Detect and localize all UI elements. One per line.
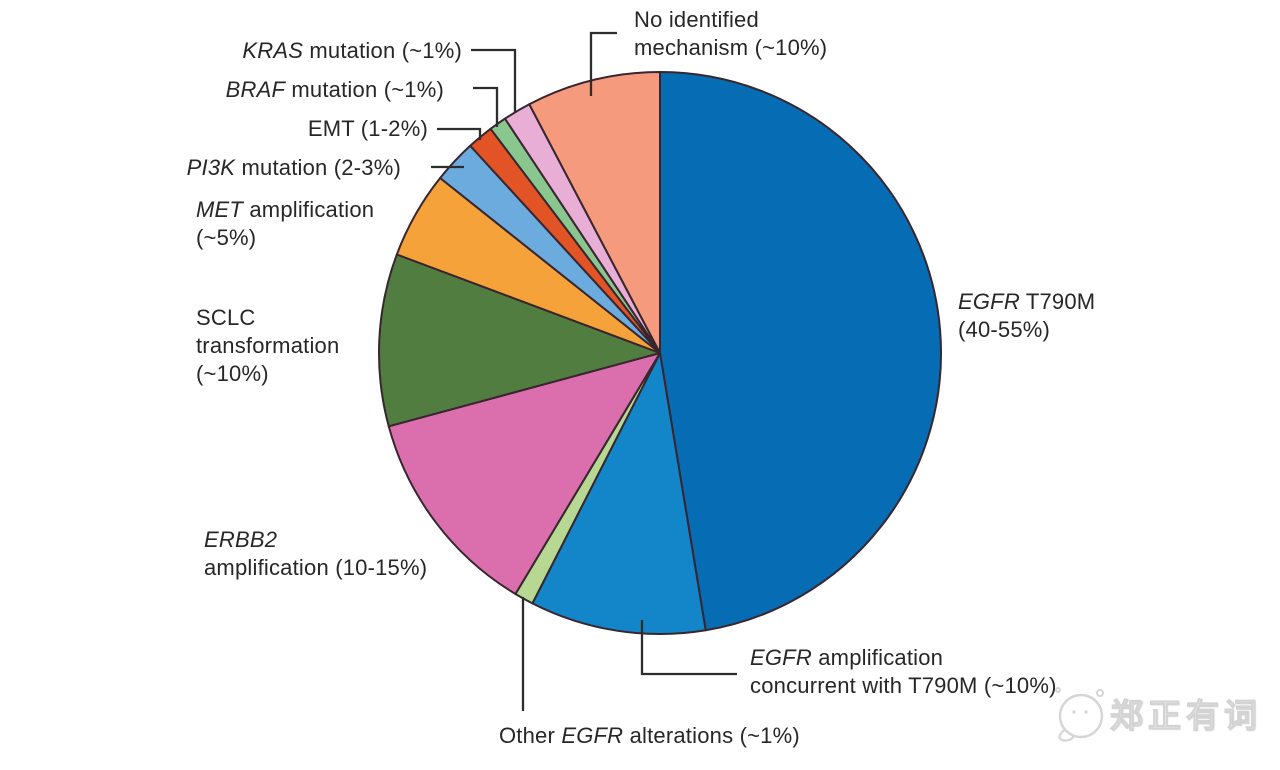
label-egfr-amplification-concurrent: EGFR amplification concurrent with T790M … (750, 645, 1057, 698)
kras-leader-line (471, 48, 517, 113)
wechat-face-logo-icon (1055, 687, 1104, 742)
emt-leader-line (437, 127, 482, 140)
egfr-amp-leader-line (640, 620, 737, 676)
label-met-amplification: MET amplification (~5%) (196, 197, 375, 250)
label-sclc-transformation: SCLC transformation (~10%) (196, 305, 340, 386)
pie-slice-egfr_t790m (659, 71, 942, 632)
label-no-identified-mechanism: No identified mechanism (~10%) (634, 7, 828, 60)
label-kras-mutation: KRAS mutation (~1%) (242, 38, 462, 63)
pie-slice-no_mech (528, 71, 661, 354)
label-other-egfr-alterations: Other EGFR alterations (~1%) (499, 723, 800, 748)
label-braf-mutation: BRAF mutation (~1%) (225, 77, 444, 102)
pie-slice-egfr_amp (531, 352, 707, 635)
watermark-text: 郑正有词 (1109, 696, 1262, 734)
pie-slice-sclc (378, 253, 661, 428)
watermark: 郑正有词 (1048, 680, 1262, 746)
no-mechanism-leader-line (589, 31, 617, 96)
leader-lines (431, 31, 737, 711)
braf-leader-line (473, 86, 499, 127)
label-egfr-t790m: EGFR T790M (40-55%) (958, 289, 1096, 342)
pie-chart (378, 71, 942, 635)
label-emt: EMT (1-2%) (307, 116, 428, 141)
label-erbb2-amplification: ERBB2 amplification (10-15%) (204, 527, 428, 580)
label-pi3k-mutation: PI3K mutation (2-3%) (186, 155, 401, 180)
pie-slice-erbb2 (387, 352, 661, 595)
